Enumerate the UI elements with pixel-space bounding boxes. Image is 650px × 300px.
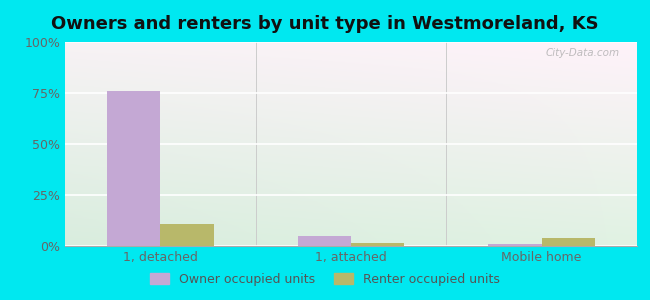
Text: City-Data.com: City-Data.com: [546, 48, 620, 58]
Text: Owners and renters by unit type in Westmoreland, KS: Owners and renters by unit type in Westm…: [51, 15, 599, 33]
Bar: [351, 243, 404, 246]
Bar: [107, 91, 161, 246]
Bar: [161, 224, 214, 246]
Bar: [298, 236, 351, 246]
Bar: [541, 238, 595, 246]
Bar: [488, 244, 541, 246]
Legend: Owner occupied units, Renter occupied units: Owner occupied units, Renter occupied un…: [146, 268, 504, 291]
